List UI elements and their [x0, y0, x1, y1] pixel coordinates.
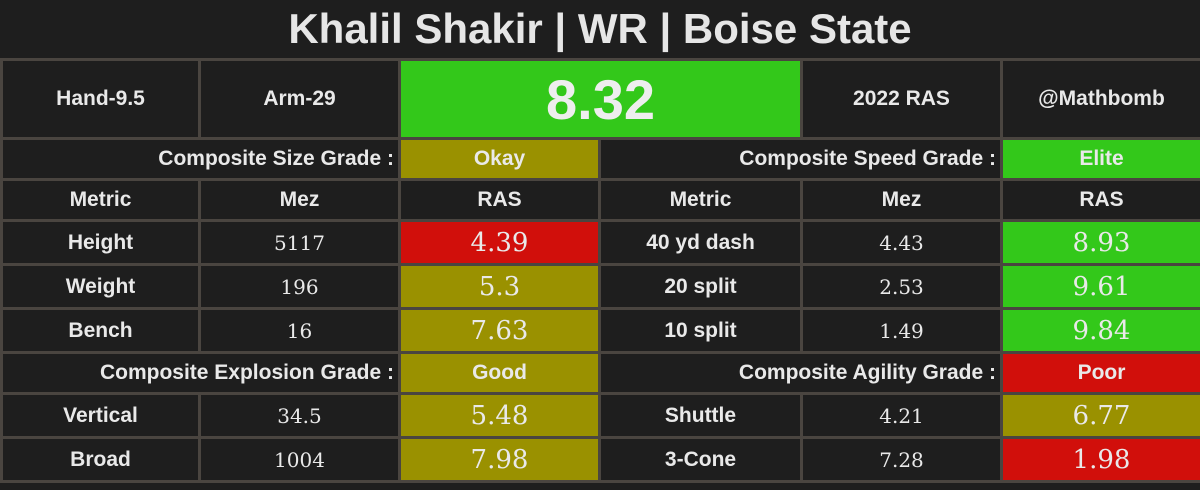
mez-vertical: 34.5	[198, 392, 401, 439]
metric-label-vertical: Vertical	[0, 392, 201, 439]
ras-score: 8.32	[398, 58, 803, 140]
speed-grade-label: Composite Speed Grade :	[598, 137, 1003, 181]
explosion-grade-label: Composite Explosion Grade :	[0, 351, 401, 395]
mez-weight: 196	[198, 263, 401, 310]
grade-row-explosion-agility: Composite Explosion Grade : Good Composi…	[0, 351, 1200, 395]
metric-label-broad: Broad	[0, 436, 201, 483]
ras-weight: 5.3	[398, 263, 601, 310]
mez-3cone: 7.28	[800, 436, 1003, 483]
size-grade-value: Okay	[398, 137, 601, 181]
ras-year-label: 2022 RAS	[800, 58, 1003, 140]
mez-20split: 2.53	[800, 263, 1003, 310]
page-title: Khalil Shakir | WR | Boise State	[288, 5, 912, 52]
ras-height: 4.39	[398, 219, 601, 266]
ras-40yd: 8.93	[1000, 219, 1200, 266]
metric-label-20split: 20 split	[598, 263, 803, 310]
metric-label-40yd: 40 yd dash	[598, 219, 803, 266]
table-row: Weight 196 5.3 20 split 2.53 9.61	[0, 263, 1200, 310]
metric-header: Metric	[598, 178, 803, 222]
metric-label-height: Height	[0, 219, 201, 266]
table-row: Broad 1004 7.98 3-Cone 7.28 1.98	[0, 436, 1200, 483]
table-row: Vertical 34.5 5.48 Shuttle 4.21 6.77	[0, 392, 1200, 439]
mez-bench: 16	[198, 307, 401, 354]
ras-bench: 7.63	[398, 307, 601, 354]
grade-row-size-speed: Composite Size Grade : Okay Composite Sp…	[0, 137, 1200, 181]
mez-40yd: 4.43	[800, 219, 1003, 266]
header-row: Hand-9.5 Arm-29 8.32 2022 RAS @Mathbomb	[0, 58, 1200, 140]
ras-3cone: 1.98	[1000, 436, 1200, 483]
author-handle: @Mathbomb	[1000, 58, 1200, 140]
mez-shuttle: 4.21	[800, 392, 1003, 439]
arm-length: Arm-29	[198, 58, 401, 140]
column-header-row: Metric Mez RAS Metric Mez RAS	[0, 178, 1200, 222]
mez-broad: 1004	[198, 436, 401, 483]
metric-label-weight: Weight	[0, 263, 201, 310]
metric-label-bench: Bench	[0, 307, 201, 354]
ras-header: RAS	[1000, 178, 1200, 222]
metric-label-10split: 10 split	[598, 307, 803, 354]
agility-grade-label: Composite Agility Grade :	[598, 351, 1003, 395]
size-grade-label: Composite Size Grade :	[0, 137, 401, 181]
explosion-grade-value: Good	[398, 351, 601, 395]
mez-height: 5117	[198, 219, 401, 266]
mez-10split: 1.49	[800, 307, 1003, 354]
ras-10split: 9.84	[1000, 307, 1200, 354]
ras-card-table: Hand-9.5 Arm-29 8.32 2022 RAS @Mathbomb …	[0, 58, 1200, 483]
mez-header: Mez	[800, 178, 1003, 222]
hand-size: Hand-9.5	[0, 58, 201, 140]
mez-header: Mez	[198, 178, 401, 222]
metric-header: Metric	[0, 178, 201, 222]
ras-vertical: 5.48	[398, 392, 601, 439]
agility-grade-value: Poor	[1000, 351, 1200, 395]
speed-grade-value: Elite	[1000, 137, 1200, 181]
ras-shuttle: 6.77	[1000, 392, 1200, 439]
table-row: Bench 16 7.63 10 split 1.49 9.84	[0, 307, 1200, 354]
metric-label-shuttle: Shuttle	[598, 392, 803, 439]
table-row: Height 5117 4.39 40 yd dash 4.43 8.93	[0, 219, 1200, 266]
ras-broad: 7.98	[398, 436, 601, 483]
ras-header: RAS	[398, 178, 601, 222]
ras-20split: 9.61	[1000, 263, 1200, 310]
metric-label-3cone: 3-Cone	[598, 436, 803, 483]
